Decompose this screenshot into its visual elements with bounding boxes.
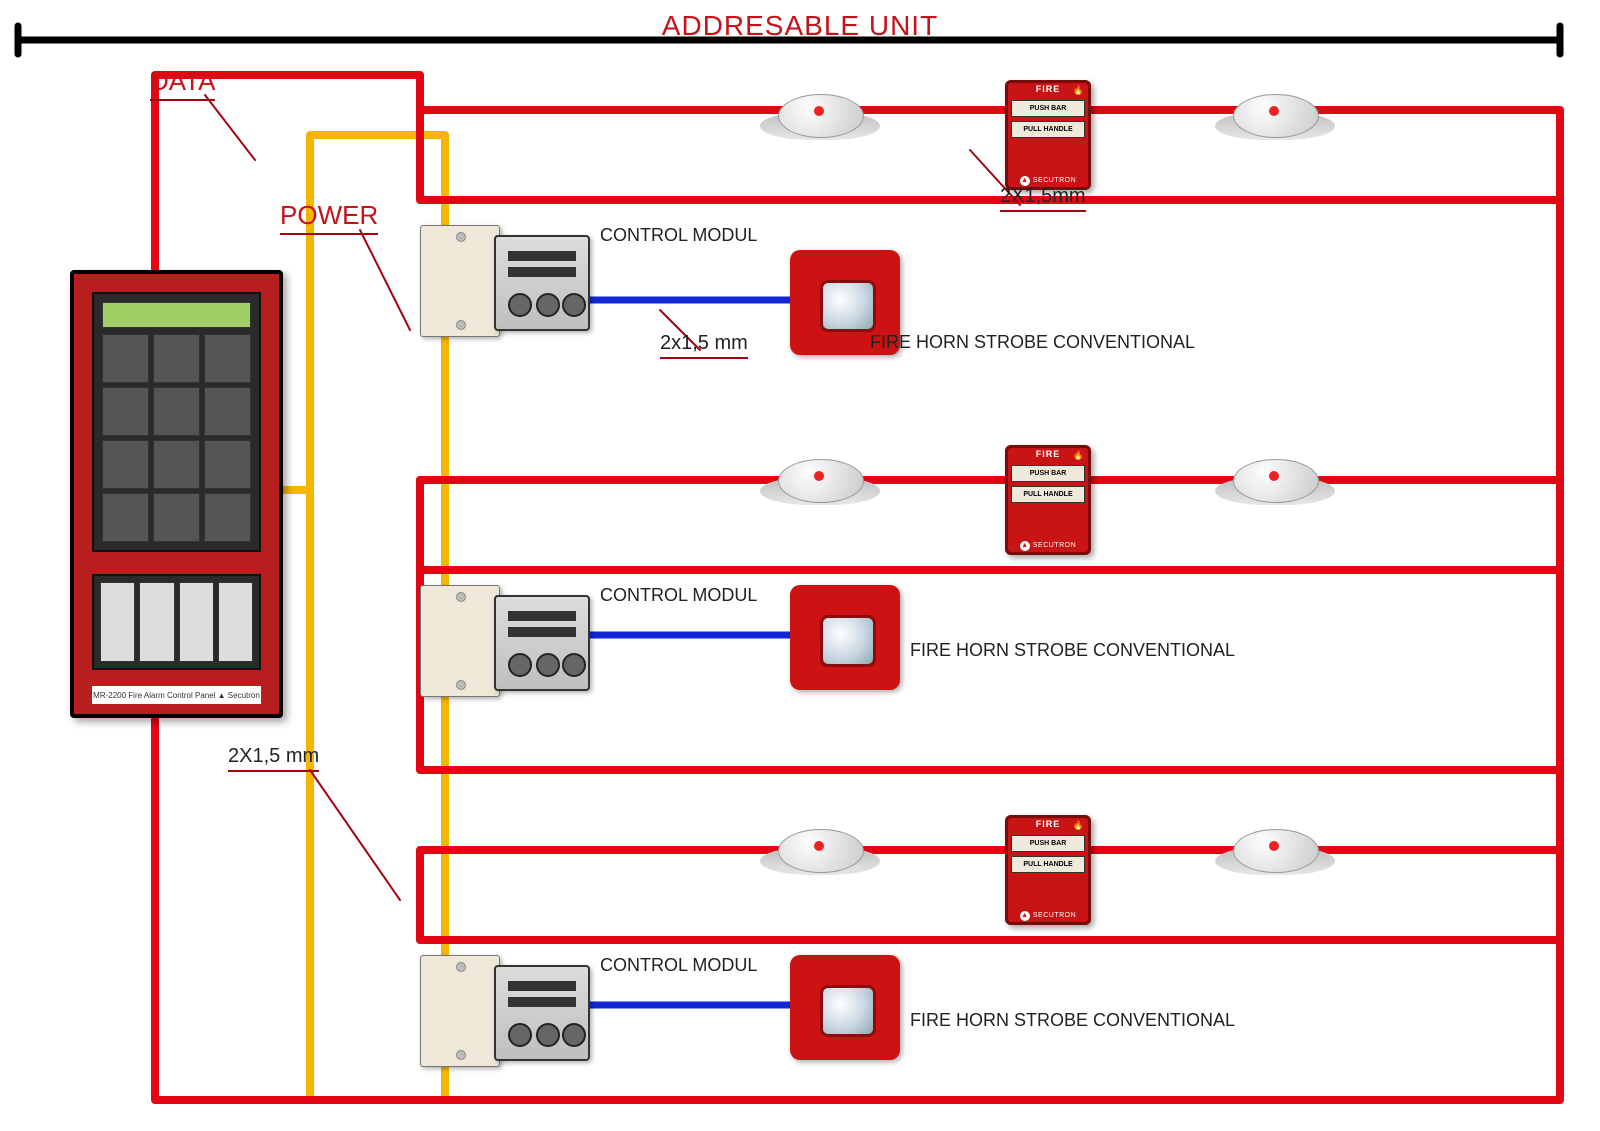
data-row-3 xyxy=(420,850,1560,940)
label-cm2: CONTROL MODUL xyxy=(600,585,757,606)
control-module-1 xyxy=(420,215,590,345)
label-power: POWER xyxy=(280,200,378,235)
fire-alarm-control-panel: MR-2200 Fire Alarm Control Panel ▲ Secut… xyxy=(70,270,283,718)
label-spec_data: 2X1,5mm xyxy=(1000,185,1086,212)
label-horn1: FIRE HORN STROBE CONVENTIONAL xyxy=(870,332,1195,353)
smoke-detector-5 xyxy=(760,825,880,885)
panel-keypad xyxy=(102,334,251,542)
data-row-2 xyxy=(420,480,1560,570)
leader-power xyxy=(360,230,410,330)
label-horn3: FIRE HORN STROBE CONVENTIONAL xyxy=(910,1010,1235,1031)
panel-model-tag: MR-2200 Fire Alarm Control Panel ▲ Secut… xyxy=(92,686,261,704)
control-module-3 xyxy=(420,945,590,1075)
smoke-detector-4 xyxy=(1215,455,1335,515)
label-data: DATA xyxy=(150,66,215,101)
smoke-detector-3 xyxy=(760,455,880,515)
panel-zone-cards xyxy=(92,574,261,670)
label-cm1: CONTROL MODUL xyxy=(600,225,757,246)
strobe-lens-icon xyxy=(820,280,876,332)
pull-station-1: FIRE 🔥 PUSH BAR PULL HANDLE ▲SECUTRON xyxy=(1005,80,1091,190)
smoke-detector-1 xyxy=(760,90,880,150)
label-spec_horn: 2x1,5 mm xyxy=(660,332,748,359)
leader-spec_power xyxy=(310,770,400,900)
label-title: ADDRESABLE UNIT xyxy=(662,10,938,42)
horn-strobe-3 xyxy=(790,955,900,1060)
pull-station-3: FIRE 🔥 PUSH BAR PULL HANDLE ▲SECUTRON xyxy=(1005,815,1091,925)
control-module-2 xyxy=(420,575,590,705)
flame-icon: 🔥 xyxy=(1073,820,1085,831)
panel-upper-section xyxy=(92,292,261,552)
label-cm3: CONTROL MODUL xyxy=(600,955,757,976)
flame-icon: 🔥 xyxy=(1073,450,1085,461)
horn-strobe-2 xyxy=(790,585,900,690)
leader-data xyxy=(205,95,255,160)
diagram-stage: { "type": "wiring-diagram", "canvas": { … xyxy=(0,0,1600,1131)
pull-station-2: FIRE 🔥 PUSH BAR PULL HANDLE ▲SECUTRON xyxy=(1005,445,1091,555)
strobe-lens-icon xyxy=(820,615,876,667)
panel-lcd xyxy=(102,302,251,328)
smoke-detector-6 xyxy=(1215,825,1335,885)
label-spec_power: 2X1,5 mm xyxy=(228,745,319,772)
flame-icon: 🔥 xyxy=(1073,85,1085,96)
data-row-1 xyxy=(420,110,1560,200)
strobe-lens-icon xyxy=(820,985,876,1037)
label-horn2: FIRE HORN STROBE CONVENTIONAL xyxy=(910,640,1235,661)
smoke-detector-2 xyxy=(1215,90,1335,150)
